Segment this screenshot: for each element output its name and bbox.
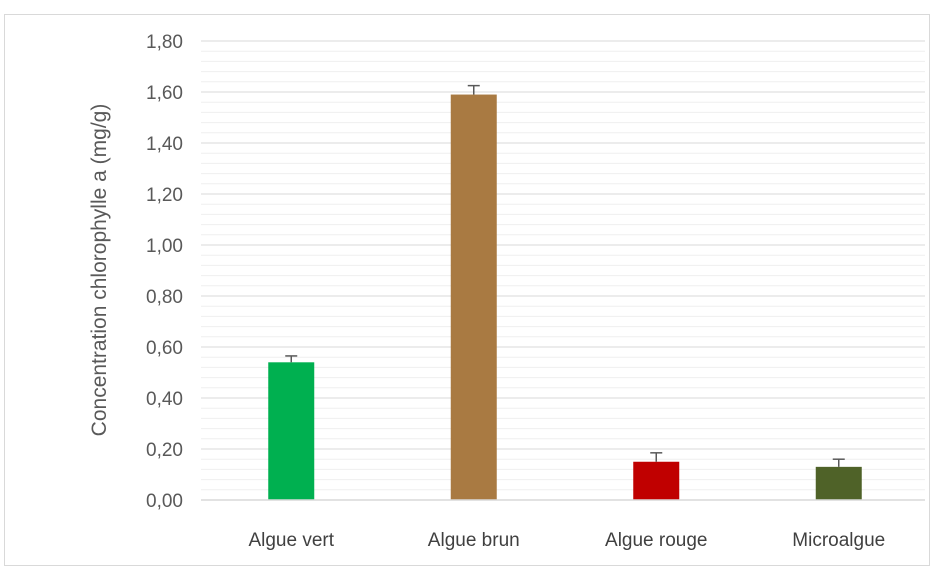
- y-tick-label: 1,80: [146, 32, 183, 53]
- y-tick-label: 1,20: [146, 185, 183, 206]
- y-tick-label: 0,20: [146, 440, 183, 461]
- y-tick-label: 0,60: [146, 338, 183, 359]
- bar: [450, 94, 497, 501]
- axes: 0,00 0,20 0,40 0,60 0,80 1,00 1,20 1,40 1,60 1,80…: [146, 32, 925, 551]
- chart-frame: 0,00 0,20 0,40 0,60 0,80 1,00 1,20 1,40 1,60 1,80…: [4, 14, 930, 566]
- bar: [815, 466, 862, 500]
- error-bars: [285, 84, 845, 467]
- y-tick-label: 1,40: [146, 134, 183, 155]
- bars: [268, 94, 862, 501]
- y-tick-label: 0,40: [146, 389, 183, 410]
- y-tick-label: 1,00: [146, 236, 183, 257]
- bar: [268, 362, 315, 500]
- y-tick-label: 0,00: [146, 491, 183, 512]
- x-category-label: Algue brun: [428, 530, 520, 551]
- x-category-label: Algue rouge: [605, 530, 707, 551]
- bar-chart: 0,00 0,20 0,40 0,60 0,80 1,00 1,20 1,40 1,60 1,80…: [88, 32, 925, 551]
- bar: [633, 461, 680, 500]
- x-category-label: Microalgue: [792, 530, 885, 551]
- x-category-label: Algue vert: [248, 530, 334, 551]
- y-tick-label: 1,60: [146, 83, 183, 104]
- y-axis-title: Concentration chlorophylle a (mg/g): [88, 104, 111, 437]
- gridlines: [201, 40, 925, 491]
- y-tick-label: 0,80: [146, 287, 183, 308]
